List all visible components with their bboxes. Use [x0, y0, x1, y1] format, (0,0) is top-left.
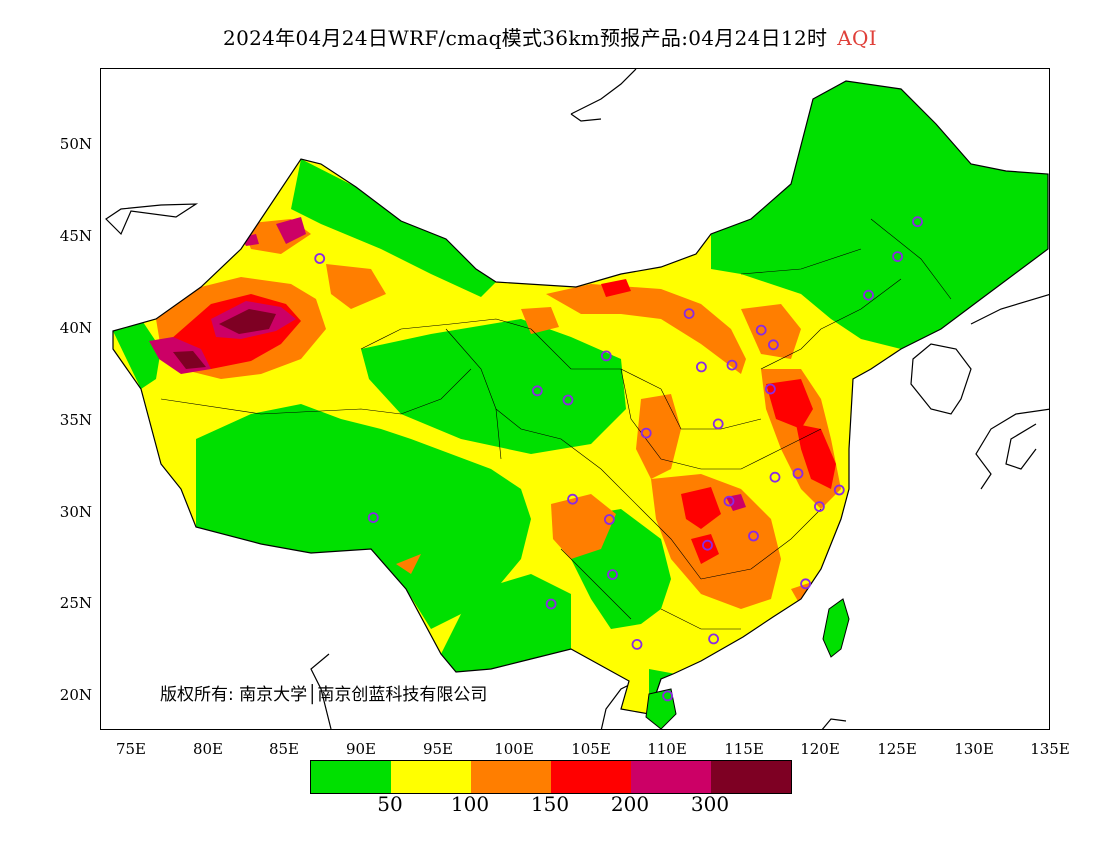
station-marker [769, 471, 781, 483]
station-marker [748, 530, 759, 542]
station-marker [863, 289, 874, 301]
station-marker [545, 598, 557, 610]
lon-tick-75: 75E [115, 740, 147, 758]
legend-swatch-unhealthy [551, 761, 631, 793]
station-marker [702, 539, 713, 551]
station-marker [607, 569, 618, 581]
station-marker [367, 512, 379, 524]
province-boundaries [160, 218, 952, 630]
lat-tick-45: 45N [59, 227, 92, 245]
map-title: 2024年04月24日WRF/cmaq模式36km预报产品:04月24日12时 A… [0, 22, 1100, 51]
station-marker [531, 385, 543, 397]
copyright-text: 版权所有: 南京大学│南京创蓝科技有限公司 [160, 685, 488, 705]
legend-label-200: 200 [610, 792, 650, 816]
station-marker [708, 633, 719, 645]
station-marker [768, 339, 779, 351]
china-border [112, 80, 1049, 715]
aqi-fill [113, 81, 1048, 714]
lat-tick-50: 50N [59, 135, 92, 153]
legend-label-50: 50 [377, 792, 403, 816]
station-marker [723, 495, 735, 507]
lat-tick-20: 20N [59, 686, 92, 704]
lon-tick-135: 135E [1030, 740, 1070, 758]
legend-swatch-moderate [391, 761, 471, 793]
station-marker [683, 308, 695, 320]
station-marker [912, 216, 923, 228]
lon-tick-95: 95E [422, 740, 454, 758]
lon-tick-130: 130E [954, 740, 994, 758]
legend-label-100: 100 [450, 792, 490, 816]
lat-tick-40: 40N [59, 319, 92, 337]
lon-tick-125: 125E [877, 740, 917, 758]
station-marker [603, 514, 615, 525]
pollutant-label: AQI [837, 26, 877, 50]
station-marker [800, 578, 811, 590]
station-marker [712, 418, 724, 430]
coastal-islands [645, 598, 850, 729]
lon-tick-110: 110E [647, 740, 687, 758]
aqi-map [105, 69, 1049, 729]
station-marker [696, 361, 707, 373]
legend-swatch-very-unhealthy [631, 761, 711, 793]
station-marker [662, 690, 673, 702]
station-marker [792, 468, 804, 479]
neighbor-coastline [105, 69, 1049, 729]
station-marker [814, 501, 825, 513]
station-markers [314, 216, 923, 702]
station-marker [314, 253, 326, 264]
legend-swatch-good [311, 761, 391, 793]
lat-tick-25: 25N [59, 594, 92, 612]
lon-tick-115: 115E [724, 740, 764, 758]
station-marker [755, 324, 767, 336]
station-marker [562, 394, 574, 406]
station-marker [765, 383, 776, 395]
station-marker [600, 350, 612, 362]
title-text: 2024年04月24日WRF/cmaq模式36km预报产品:04月24日12时 [223, 26, 828, 50]
legend-label-300: 300 [690, 792, 730, 816]
legend-swatch-hazardous [711, 761, 791, 793]
legend-label-150: 150 [530, 792, 570, 816]
lon-tick-85: 85E [268, 740, 300, 758]
lon-tick-105: 105E [571, 740, 611, 758]
lon-tick-90: 90E [345, 740, 377, 758]
station-marker [833, 484, 845, 496]
aqi-color-legend [310, 760, 792, 794]
lon-tick-100: 100E [494, 740, 534, 758]
lat-tick-35: 35N [59, 411, 92, 429]
station-marker [631, 639, 643, 650]
lon-tick-120: 120E [800, 740, 840, 758]
station-marker [567, 493, 579, 505]
station-marker [892, 251, 903, 263]
station-marker [726, 359, 738, 371]
station-marker [640, 427, 652, 439]
lon-tick-80: 80E [192, 740, 224, 758]
lat-tick-30: 30N [59, 503, 92, 521]
legend-swatch-usg [471, 761, 551, 793]
map-frame [100, 68, 1050, 730]
